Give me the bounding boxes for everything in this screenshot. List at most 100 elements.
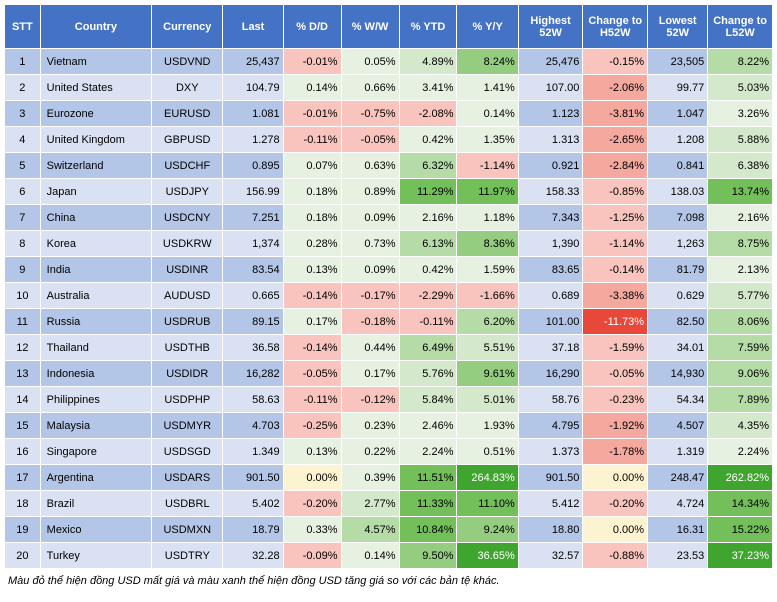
cell-colored: 262.82% — [708, 465, 773, 491]
cell-colored: 0.09% — [341, 257, 399, 283]
cell-colored: 0.13% — [283, 439, 341, 465]
cell-colored: 9.24% — [457, 517, 518, 543]
table-row: 13IndonesiaUSDIDR16,282-0.05%0.17%5.76%9… — [5, 361, 773, 387]
cell: 23.53 — [648, 543, 708, 569]
cell: 20 — [5, 543, 41, 569]
cell: 18 — [5, 491, 41, 517]
cell: 1.349 — [223, 439, 283, 465]
table-row: 19MexicoUSDMXN18.790.33%4.57%10.84%9.24%… — [5, 517, 773, 543]
cell: 16 — [5, 439, 41, 465]
cell-colored: 10.84% — [399, 517, 457, 543]
cell: 1.313 — [518, 127, 583, 153]
cell-colored: 0.00% — [583, 517, 648, 543]
table-row: 3EurozoneEURUSD1.081-0.01%-0.75%-2.08%0.… — [5, 101, 773, 127]
cell: USDARS — [152, 465, 223, 491]
cell: 19 — [5, 517, 41, 543]
cell: 107.00 — [518, 75, 583, 101]
cell: USDKRW — [152, 231, 223, 257]
cell: 138.03 — [648, 179, 708, 205]
col-header: Change to L52W — [708, 5, 773, 49]
cell: 82.50 — [648, 309, 708, 335]
cell: 7.098 — [648, 205, 708, 231]
cell: 99.77 — [648, 75, 708, 101]
cell: 1,390 — [518, 231, 583, 257]
cell-colored: 0.09% — [341, 205, 399, 231]
cell-colored: 264.83% — [457, 465, 518, 491]
cell-colored: 36.65% — [457, 543, 518, 569]
cell: GBPUSD — [152, 127, 223, 153]
cell-colored: 0.17% — [283, 309, 341, 335]
cell: Philippines — [40, 387, 151, 413]
cell: USDCNY — [152, 205, 223, 231]
cell-colored: 0.42% — [399, 127, 457, 153]
table-row: 14PhilippinesUSDPHP58.63-0.11%-0.12%5.84… — [5, 387, 773, 413]
cell: 0.841 — [648, 153, 708, 179]
cell-colored: 0.18% — [283, 205, 341, 231]
cell-colored: -2.29% — [399, 283, 457, 309]
cell-colored: 6.20% — [457, 309, 518, 335]
cell-colored: 3.41% — [399, 75, 457, 101]
cell: 0.921 — [518, 153, 583, 179]
cell-colored: 2.46% — [399, 413, 457, 439]
cell-colored: -0.05% — [283, 361, 341, 387]
cell: 1.373 — [518, 439, 583, 465]
cell-colored: 5.84% — [399, 387, 457, 413]
cell-colored: 8.36% — [457, 231, 518, 257]
cell: USDMXN — [152, 517, 223, 543]
cell: USDTRY — [152, 543, 223, 569]
cell-colored: 5.03% — [708, 75, 773, 101]
cell: 37.18 — [518, 335, 583, 361]
cell-colored: 0.63% — [341, 153, 399, 179]
cell-colored: 4.35% — [708, 413, 773, 439]
cell: 1.047 — [648, 101, 708, 127]
cell-colored: 9.50% — [399, 543, 457, 569]
cell-colored: -0.14% — [283, 335, 341, 361]
cell-colored: 0.22% — [341, 439, 399, 465]
cell-colored: -1.78% — [583, 439, 648, 465]
table-header: STTCountryCurrencyLast% D/D% W/W% YTD% Y… — [5, 5, 773, 49]
cell-colored: 7.59% — [708, 335, 773, 361]
cell-colored: 9.61% — [457, 361, 518, 387]
table-body: 1VietnamUSDVND25,437-0.01%0.05%4.89%8.24… — [5, 49, 773, 569]
cell-colored: 0.66% — [341, 75, 399, 101]
cell-colored: 0.42% — [399, 257, 457, 283]
cell: India — [40, 257, 151, 283]
cell-colored: 0.89% — [341, 179, 399, 205]
cell-colored: 13.74% — [708, 179, 773, 205]
cell-colored: 2.13% — [708, 257, 773, 283]
table-row: 12ThailandUSDTHB36.58-0.14%0.44%6.49%5.5… — [5, 335, 773, 361]
cell-colored: -0.09% — [283, 543, 341, 569]
cell: 12 — [5, 335, 41, 361]
table-row: 15MalaysiaUSDMYR4.703-0.25%0.23%2.46%1.9… — [5, 413, 773, 439]
cell: 1.123 — [518, 101, 583, 127]
cell-colored: -0.11% — [283, 387, 341, 413]
cell-colored: -1.14% — [583, 231, 648, 257]
cell-colored: 2.77% — [341, 491, 399, 517]
col-header: % W/W — [341, 5, 399, 49]
cell-colored: 4.57% — [341, 517, 399, 543]
cell: 5.402 — [223, 491, 283, 517]
table-row: 16SingaporeUSDSGD1.3490.13%0.22%2.24%0.5… — [5, 439, 773, 465]
currency-table: STTCountryCurrencyLast% D/D% W/W% YTD% Y… — [4, 4, 773, 569]
cell-colored: -0.12% — [341, 387, 399, 413]
cell: 4.703 — [223, 413, 283, 439]
cell: Brazil — [40, 491, 151, 517]
cell: Singapore — [40, 439, 151, 465]
cell: 16,290 — [518, 361, 583, 387]
cell: 2 — [5, 75, 41, 101]
cell-colored: 1.18% — [457, 205, 518, 231]
cell-colored: 0.14% — [457, 101, 518, 127]
cell: USDSGD — [152, 439, 223, 465]
cell-colored: 11.33% — [399, 491, 457, 517]
cell: 58.63 — [223, 387, 283, 413]
cell-colored: 1.35% — [457, 127, 518, 153]
footnote: Màu đỏ thể hiện đồng USD mất giá và màu … — [4, 569, 773, 589]
col-header: % D/D — [283, 5, 341, 49]
col-header: STT — [5, 5, 41, 49]
cell: 14,930 — [648, 361, 708, 387]
cell-colored: 5.88% — [708, 127, 773, 153]
cell: 0.629 — [648, 283, 708, 309]
cell: Australia — [40, 283, 151, 309]
cell: 156.99 — [223, 179, 283, 205]
cell: 17 — [5, 465, 41, 491]
